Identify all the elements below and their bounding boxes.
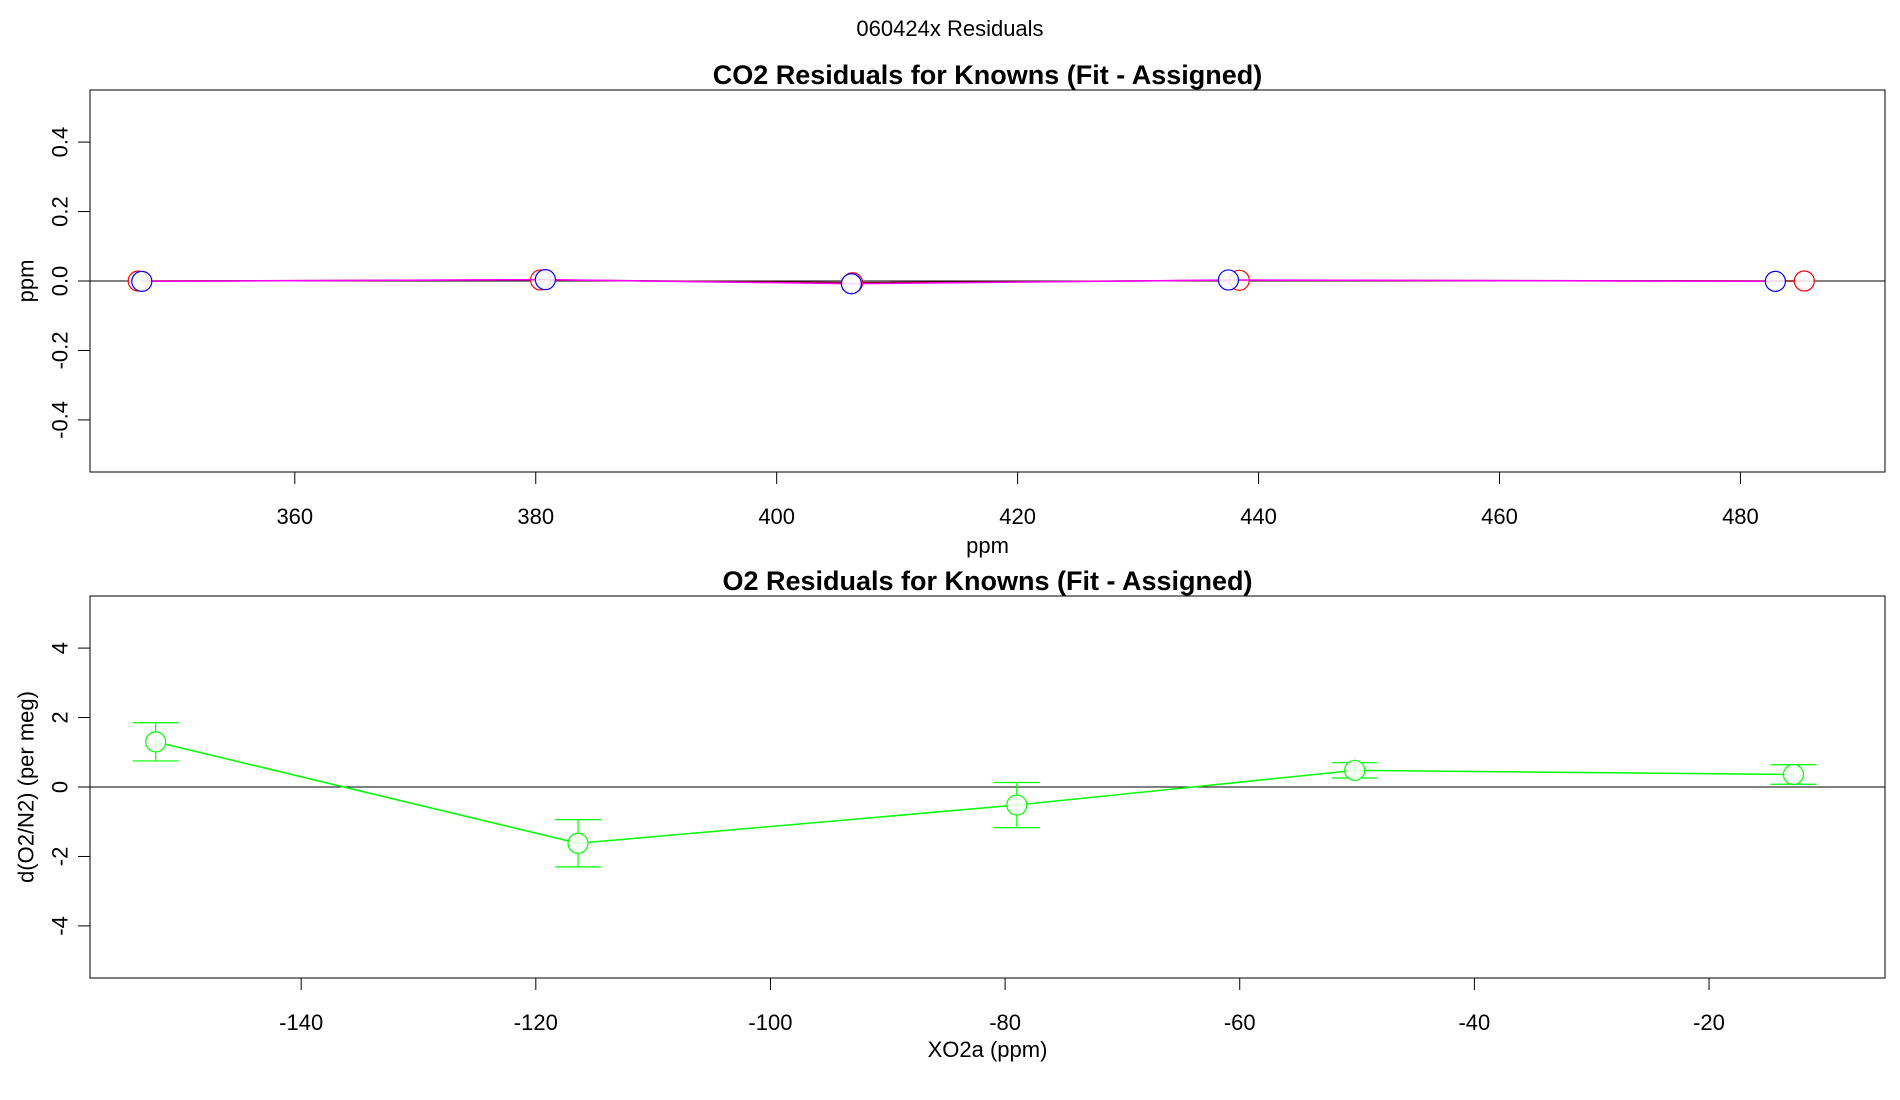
co2-series-2-point xyxy=(534,269,556,291)
o2-x-tick-label: -140 xyxy=(279,1010,323,1035)
co2-series-2-point xyxy=(840,273,862,295)
o2-series-1-point xyxy=(145,731,167,753)
o2-y-tick-label: 4 xyxy=(48,642,73,654)
co2-y-tick-label: -0.4 xyxy=(48,401,73,439)
o2-y-tick-label: 2 xyxy=(48,711,73,723)
co2-x-tick-label: 480 xyxy=(1722,504,1759,529)
co2-series-2-point xyxy=(1764,270,1786,292)
o2-y-tick-label: -4 xyxy=(48,916,73,936)
figure-title: 060424x Residuals xyxy=(856,16,1043,41)
co2-series-2-point xyxy=(131,270,153,292)
co2-y-tick-label: -0.2 xyxy=(48,331,73,369)
o2-series-1-point xyxy=(1344,759,1366,781)
co2-x-tick-label: 460 xyxy=(1481,504,1518,529)
co2-x-tick-label: 420 xyxy=(999,504,1036,529)
o2-y-axis-title: d(O2/N2) (per meg) xyxy=(14,691,39,883)
o2-series-1-point xyxy=(567,832,589,854)
o2-chart-title: O2 Residuals for Knowns (Fit - Assigned) xyxy=(722,566,1252,596)
co2-x-tick-label: 440 xyxy=(1240,504,1277,529)
co2-x-axis-title: ppm xyxy=(966,533,1009,558)
o2-y-tick-label: 0 xyxy=(48,781,73,793)
o2-x-tick-label: -80 xyxy=(989,1010,1021,1035)
co2-y-tick-label: 0.2 xyxy=(48,196,73,227)
co2-y-tick-label: 0.4 xyxy=(48,127,73,158)
co2-x-tick-label: 360 xyxy=(276,504,313,529)
o2-x-tick-label: -120 xyxy=(514,1010,558,1035)
co2-x-tick-label: 400 xyxy=(758,504,795,529)
o2-x-tick-label: -60 xyxy=(1224,1010,1256,1035)
o2-series-1-point xyxy=(1782,763,1805,786)
co2-x-tick-label: 380 xyxy=(517,504,554,529)
o2-x-tick-label: -40 xyxy=(1458,1010,1490,1035)
co2-chart-title: CO2 Residuals for Knowns (Fit - Assigned… xyxy=(713,60,1263,90)
o2-x-axis-title: XO2a (ppm) xyxy=(928,1037,1048,1062)
o2-y-tick-label: -2 xyxy=(48,847,73,867)
co2-y-tick-label: 0.0 xyxy=(48,266,73,297)
o2-x-tick-label: -100 xyxy=(748,1010,792,1035)
o2-series-1-line xyxy=(155,741,1794,845)
o2-x-tick-label: -20 xyxy=(1693,1010,1725,1035)
o2-series-1-point xyxy=(1006,794,1028,816)
co2-y-axis-title: ppm xyxy=(14,260,39,303)
co2-series-1-point xyxy=(1793,270,1815,292)
co2-series-2-point xyxy=(1217,269,1240,291)
